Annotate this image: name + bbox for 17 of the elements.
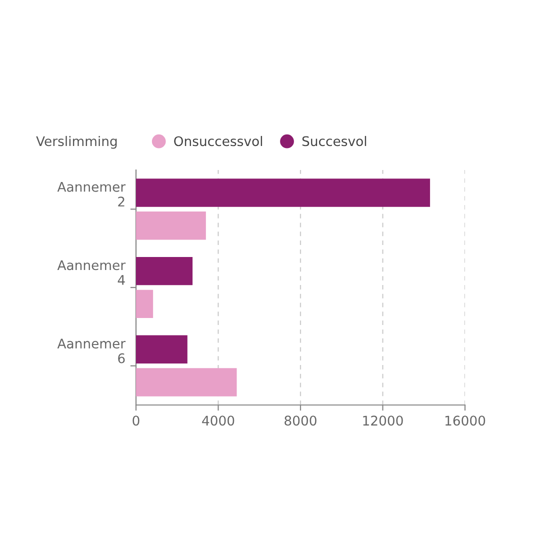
x-tick-label: 4000 — [202, 416, 234, 426]
bar — [136, 256, 193, 286]
bar — [136, 212, 206, 240]
bar — [136, 368, 237, 396]
y-tick-label: Aannemer 2 — [57, 182, 126, 206]
y-tick-label: Aannemer 6 — [57, 338, 126, 364]
x-tick-label: 0 — [132, 416, 140, 426]
x-tick-label: 12000 — [363, 416, 403, 426]
legend-title: Verslimming — [36, 136, 117, 149]
legend-label: Onsuccessvol — [174, 136, 262, 146]
legend-label: Succesvol — [302, 136, 366, 146]
bar — [136, 178, 430, 207]
x-tick-label: 8000 — [284, 416, 316, 426]
x-tick-label: 16000 — [445, 416, 486, 426]
bar — [136, 335, 188, 364]
bar — [136, 290, 154, 318]
y-tick-label: Aannemer 4 — [57, 260, 126, 285]
